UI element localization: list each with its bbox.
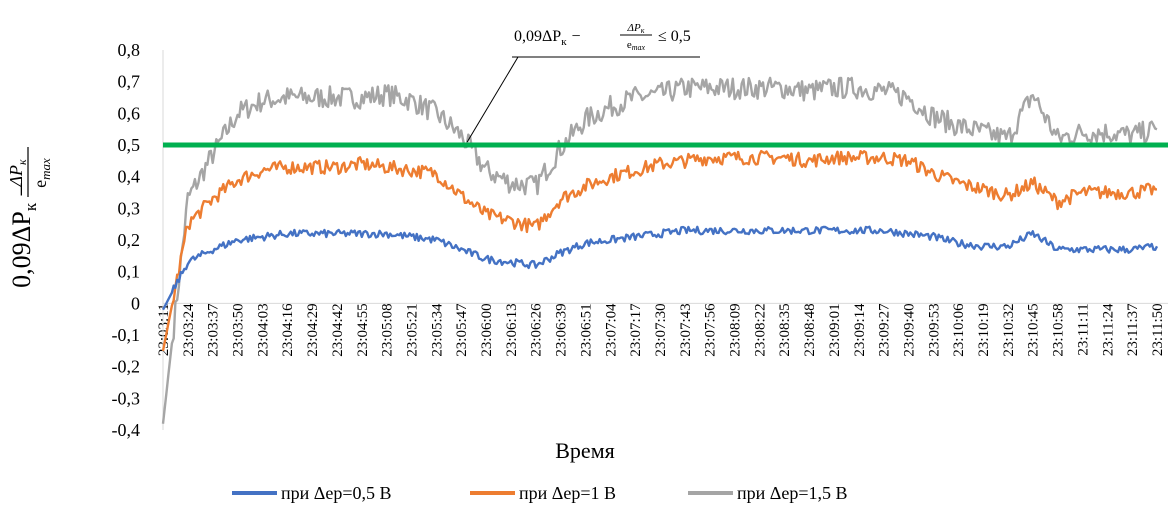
x-tick-label: 23:05:21 — [405, 303, 421, 356]
x-tick-label: 23:07:56 — [703, 303, 719, 357]
x-tick-label: 23:09:27 — [877, 303, 893, 357]
annotation-suffix: ≤ 0,5 — [658, 28, 691, 45]
y-tick-label: -0,1 — [112, 325, 141, 345]
y-tick-label: 0,5 — [118, 135, 141, 155]
x-tick-label: 23:09:53 — [926, 303, 942, 356]
x-tick-label: 23:06:00 — [479, 303, 495, 356]
x-tick-label: 23:08:48 — [802, 303, 818, 356]
annotation-frac-den: e — [627, 39, 632, 51]
x-tick-label: 23:05:47 — [454, 303, 470, 357]
annotation-frac-den-sub: max — [632, 43, 646, 52]
x-tick-label: 23:10:32 — [1001, 303, 1017, 356]
legend-label: при Δеp=1,5 В — [737, 483, 848, 503]
x-tick-label: 23:11:11 — [1075, 303, 1091, 355]
x-tick-label: 23:03:37 — [206, 303, 222, 357]
x-tick-label: 23:08:35 — [777, 303, 793, 356]
x-tick-label: 23:11:37 — [1125, 303, 1141, 356]
x-tick-label: 23:05:08 — [380, 303, 396, 356]
x-tick-label: 23:06:13 — [504, 303, 520, 356]
x-tick-label: 23:09:14 — [852, 303, 868, 357]
y-axis-title-frac-den-sub: max — [38, 158, 53, 180]
series-line — [161, 76, 1158, 424]
x-tick-label: 23:10:19 — [976, 303, 992, 356]
x-axis-ticks: 23:03:11 23:03:24 23:03:37 23:03:50 23:04:03… — [156, 303, 1166, 357]
annotation-leader-line — [466, 56, 519, 143]
x-tick-label: 23:04:29 — [305, 303, 321, 356]
x-tick-label: 23:08:09 — [728, 303, 744, 356]
y-axis-title-frac-num-sub: к — [15, 159, 29, 165]
legend-label: при Δеp=0,5 В — [281, 483, 392, 503]
x-tick-label: 23:07:43 — [678, 303, 694, 356]
series-line — [161, 225, 1159, 311]
y-axis-title: 0,09ΔPк− ΔPк emax — [6, 147, 53, 288]
x-tick-label: 23:08:22 — [752, 303, 768, 356]
svg-text:emax: emax — [30, 158, 53, 188]
series-line — [161, 149, 1158, 352]
annotation-frac-num: ΔP — [627, 22, 641, 34]
annotation: 0,09ΔPк − ΔPк emax ≤ 0,5 — [466, 22, 700, 143]
x-tick-label: 23:10:06 — [951, 303, 967, 357]
x-tick-label: 23:09:40 — [902, 303, 918, 356]
x-tick-label: 23:11:24 — [1100, 303, 1116, 356]
y-axis-title-main: 0,09ΔP — [7, 211, 36, 288]
y-tick-label: 0,1 — [118, 262, 141, 282]
svg-text:ΔPк: ΔPк — [6, 159, 29, 188]
x-tick-label: 23:04:42 — [330, 303, 346, 356]
y-axis-title-frac-den: e — [30, 180, 50, 188]
y-tick-label: -0,4 — [112, 420, 141, 440]
annotation-frac-num-sub: к — [641, 26, 645, 35]
y-tick-label: 0,7 — [118, 72, 141, 92]
annotation-prefix: 0,09ΔP — [514, 28, 561, 45]
y-axis-title-main-sub: к — [21, 202, 40, 211]
y-tick-label: 0,6 — [118, 103, 141, 123]
x-tick-label: 23:07:17 — [628, 303, 644, 357]
x-tick-label: 23:10:58 — [1051, 303, 1067, 356]
y-tick-label: -0,2 — [112, 357, 141, 377]
legend-label: при Δеp=1 В — [519, 483, 616, 503]
series-layer — [161, 76, 1159, 424]
x-tick-label: 23:06:39 — [554, 303, 570, 356]
x-tick-label: 23:07:04 — [603, 303, 619, 357]
x-tick-label: 23:03:24 — [181, 303, 197, 357]
x-tick-label: 23:03:50 — [231, 303, 247, 356]
x-axis-title: Время — [555, 438, 614, 463]
annotation-prefix-sub: к — [561, 36, 567, 48]
y-axis-title-frac-num: ΔP — [6, 165, 26, 188]
x-tick-label: 23:06:26 — [529, 303, 545, 357]
svg-text:ΔPк: ΔPк — [627, 22, 645, 35]
x-tick-label: 23:07:30 — [653, 303, 669, 356]
y-axis-title-minus: − — [7, 182, 36, 197]
legend: при Δеp=0,5 В при Δеp=1 В при Δеp=1,5 В — [232, 483, 848, 503]
x-tick-label: 23:03:11 — [156, 303, 172, 356]
x-tick-label: 23:05:34 — [429, 303, 445, 357]
y-tick-label: 0,4 — [118, 167, 141, 187]
svg-text:0,09ΔPк−: 0,09ΔPк− — [514, 28, 581, 48]
svg-text:0,09ΔPк−: 0,09ΔPк − — [7, 182, 40, 288]
y-axis-ticks: -0,4 -0,3 -0,2 -0,1 0 0,1 0,2 0,3 0,4 0,5 0,6 0,7 0,… — [112, 40, 141, 440]
y-tick-label: 0 — [131, 293, 140, 313]
x-tick-label: 23:06:51 — [578, 303, 594, 356]
y-tick-label: 0,2 — [118, 230, 141, 250]
annotation-minus: − — [572, 28, 581, 45]
x-tick-label: 23:09:01 — [827, 303, 843, 356]
x-tick-label: 23:04:03 — [255, 303, 271, 356]
x-tick-label: 23:11:50 — [1150, 303, 1166, 356]
x-tick-label: 23:04:16 — [280, 303, 296, 357]
svg-text:emax: emax — [627, 39, 646, 52]
x-tick-label: 23:04:55 — [355, 303, 371, 356]
y-tick-label: 0,3 — [118, 198, 141, 218]
y-tick-label: 0,8 — [118, 40, 141, 60]
x-tick-label: 23:10:45 — [1026, 303, 1042, 356]
y-tick-label: -0,3 — [112, 388, 141, 408]
